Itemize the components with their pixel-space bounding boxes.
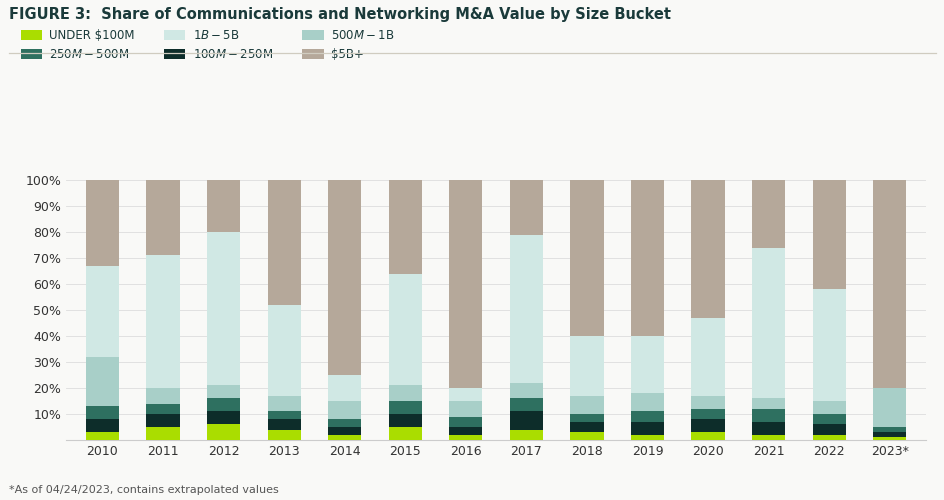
Bar: [207, 424, 240, 440]
Bar: [388, 427, 421, 440]
Bar: [691, 396, 724, 409]
Bar: [388, 401, 421, 414]
Bar: [448, 435, 482, 440]
Bar: [146, 414, 179, 427]
Bar: [691, 180, 724, 318]
Bar: [388, 274, 421, 386]
Bar: [812, 424, 845, 435]
Bar: [267, 180, 300, 305]
Bar: [448, 388, 482, 401]
Bar: [691, 318, 724, 396]
Bar: [207, 180, 240, 232]
Bar: [751, 248, 784, 398]
Bar: [631, 336, 664, 393]
Bar: [86, 406, 119, 419]
Bar: [146, 404, 179, 414]
Bar: [691, 409, 724, 419]
Bar: [86, 432, 119, 440]
Bar: [388, 386, 421, 401]
Bar: [812, 289, 845, 401]
Bar: [872, 432, 905, 438]
Bar: [751, 435, 784, 440]
Bar: [207, 386, 240, 398]
Bar: [872, 427, 905, 432]
Bar: [751, 398, 784, 409]
Bar: [328, 419, 361, 427]
Bar: [509, 430, 543, 440]
Bar: [267, 430, 300, 440]
Bar: [691, 432, 724, 440]
Bar: [207, 412, 240, 424]
Bar: [812, 414, 845, 424]
Bar: [267, 419, 300, 430]
Bar: [509, 234, 543, 383]
Bar: [570, 422, 603, 432]
Bar: [388, 180, 421, 274]
Bar: [751, 409, 784, 422]
Bar: [267, 412, 300, 419]
Bar: [448, 401, 482, 416]
Bar: [570, 432, 603, 440]
Bar: [631, 393, 664, 411]
Bar: [570, 180, 603, 336]
Bar: [146, 427, 179, 440]
Bar: [570, 396, 603, 414]
Bar: [872, 388, 905, 427]
Bar: [509, 398, 543, 411]
Bar: [570, 336, 603, 396]
Bar: [872, 438, 905, 440]
Bar: [509, 383, 543, 398]
Bar: [509, 412, 543, 430]
Bar: [631, 180, 664, 336]
Bar: [328, 401, 361, 419]
Bar: [812, 180, 845, 289]
Bar: [86, 266, 119, 357]
Bar: [751, 422, 784, 435]
Bar: [267, 305, 300, 396]
Bar: [448, 180, 482, 388]
Bar: [812, 401, 845, 414]
Bar: [146, 180, 179, 256]
Bar: [207, 398, 240, 411]
Legend: UNDER $100M, $250M-$500M, $1B-$5B, $100M-$250M, $500M-$1B, $5B+: UNDER $100M, $250M-$500M, $1B-$5B, $100M…: [16, 24, 398, 66]
Bar: [328, 180, 361, 375]
Bar: [146, 256, 179, 388]
Bar: [328, 427, 361, 435]
Bar: [448, 416, 482, 427]
Text: FIGURE 3:  Share of Communications and Networking M&A Value by Size Bucket: FIGURE 3: Share of Communications and Ne…: [9, 8, 671, 22]
Bar: [86, 419, 119, 432]
Bar: [631, 422, 664, 435]
Bar: [812, 435, 845, 440]
Bar: [328, 375, 361, 401]
Bar: [872, 180, 905, 388]
Text: *As of 04/24/2023, contains extrapolated values: *As of 04/24/2023, contains extrapolated…: [9, 485, 278, 495]
Bar: [691, 419, 724, 432]
Bar: [509, 180, 543, 234]
Bar: [448, 427, 482, 435]
Bar: [570, 414, 603, 422]
Bar: [207, 232, 240, 386]
Bar: [146, 388, 179, 404]
Bar: [328, 435, 361, 440]
Bar: [751, 180, 784, 248]
Bar: [631, 412, 664, 422]
Bar: [86, 180, 119, 266]
Bar: [388, 414, 421, 427]
Bar: [86, 357, 119, 406]
Bar: [631, 435, 664, 440]
Bar: [267, 396, 300, 411]
